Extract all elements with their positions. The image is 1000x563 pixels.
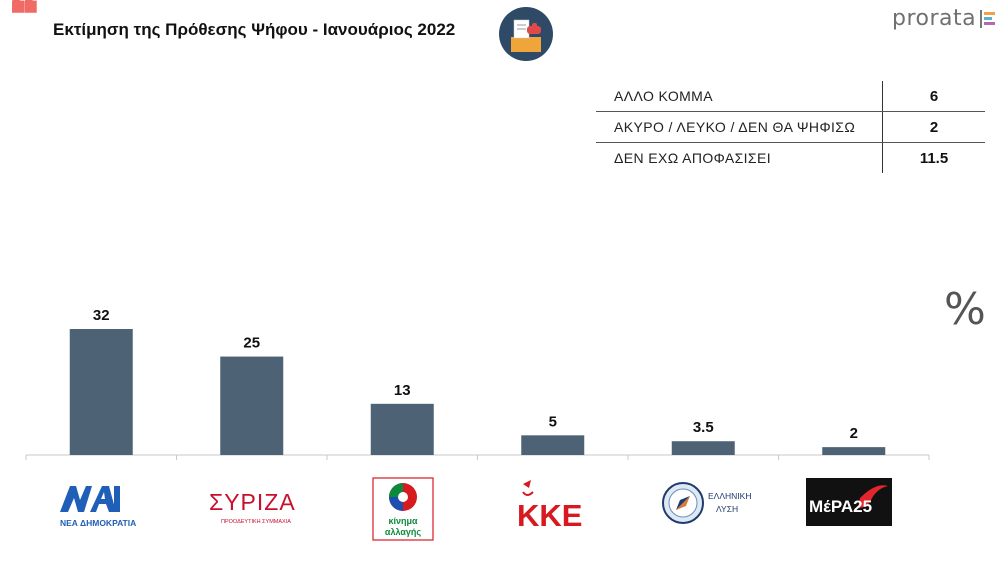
side-table: ΑΛΛΟ ΚΟΜΜΑ 6 ΑΚΥΡΟ / ΛΕΥΚΟ / ΔΕΝ ΘΑ ΨΗΦΙ… <box>596 81 985 173</box>
data-label: 5 <box>549 413 557 430</box>
syriza-logo-text: ΣΥΡΙΖΑ <box>209 489 296 515</box>
bar <box>370 403 434 455</box>
row-value: 2 <box>882 111 985 143</box>
kke-logo: ΚΚΕ <box>517 480 582 530</box>
row-label: ΔΕΝ ΕΧΩ ΑΠΟΦΑΣΙΣΕΙ <box>596 142 883 173</box>
bar <box>220 356 284 455</box>
mera25-logo: ΜέΡΑ25 <box>806 478 892 526</box>
brand-name: prorata <box>892 6 977 31</box>
brand-logo: prorata <box>892 6 996 31</box>
bar <box>671 441 735 455</box>
nd-logo-text: ΝΕΑ ΔΗΜΟΚΡΑΤΙΑ <box>60 518 136 528</box>
kinal-logo: κίνημα αλλαγής <box>372 477 434 541</box>
table-row: ΑΛΛΟ ΚΟΜΜΑ 6 <box>596 81 985 112</box>
table-row: ΑΚΥΡΟ / ΛΕΥΚΟ / ΔΕΝ ΘΑ ΨΗΦΙΣΩ 2 <box>596 111 985 143</box>
brand-bars-icon <box>980 9 996 28</box>
data-label: 2 <box>850 425 858 442</box>
row-label: ΑΛΛΟ ΚΟΜΜΑ <box>596 81 883 112</box>
bar <box>521 435 585 455</box>
table-row: ΔΕΝ ΕΧΩ ΑΠΟΦΑΣΙΣΕΙ 11.5 <box>596 142 985 173</box>
chart-title: Εκτίμηση της Πρόθεσης Ψήφου - Ιανουάριος… <box>53 20 456 39</box>
data-label: 32 <box>93 307 110 324</box>
kinal-logo-text1: κίνημα <box>388 516 418 526</box>
percent-symbol: % <box>944 284 986 335</box>
syriza-logo-sub: ΠΡΟΟΔΕΥΤΙΚΗ ΣΥΜΜΑΧΙΑ <box>221 519 291 525</box>
row-value: 11.5 <box>919 149 949 167</box>
bar <box>69 329 133 455</box>
data-label: 25 <box>243 335 260 352</box>
kke-logo-text: ΚΚΕ <box>517 498 582 530</box>
nd-logo: ΝΕΑ ΔΗΜΟΚΡΑΤΙΑ <box>60 486 136 528</box>
data-label: 3.5 <box>693 419 714 436</box>
kinal-logo-text2: αλλαγής <box>385 527 421 537</box>
elliniki-logo-text2: ΛΥΣΗ <box>716 504 738 514</box>
ballot-box-icon <box>499 7 553 61</box>
row-label: ΑΚΥΡΟ / ΛΕΥΚΟ / ΔΕΝ ΘΑ ΨΗΦΙΣΩ <box>596 111 883 143</box>
quote-mark: ❝ <box>8 0 40 49</box>
data-label: 13 <box>394 382 411 399</box>
elliniki-lysi-logo: ΕΛΛΗΝΙΚΗ ΛΥΣΗ <box>662 482 751 524</box>
mera25-logo-text: ΜέΡΑ25 <box>809 497 872 516</box>
bar <box>822 447 886 455</box>
row-value: 6 <box>882 81 985 112</box>
elliniki-logo-text1: ΕΛΛΗΝΙΚΗ <box>708 491 751 501</box>
syriza-logo: ΣΥΡΙΖΑ ΠΡΟΟΔΕΥΤΙΚΗ ΣΥΜΜΑΧΙΑ <box>209 489 296 525</box>
